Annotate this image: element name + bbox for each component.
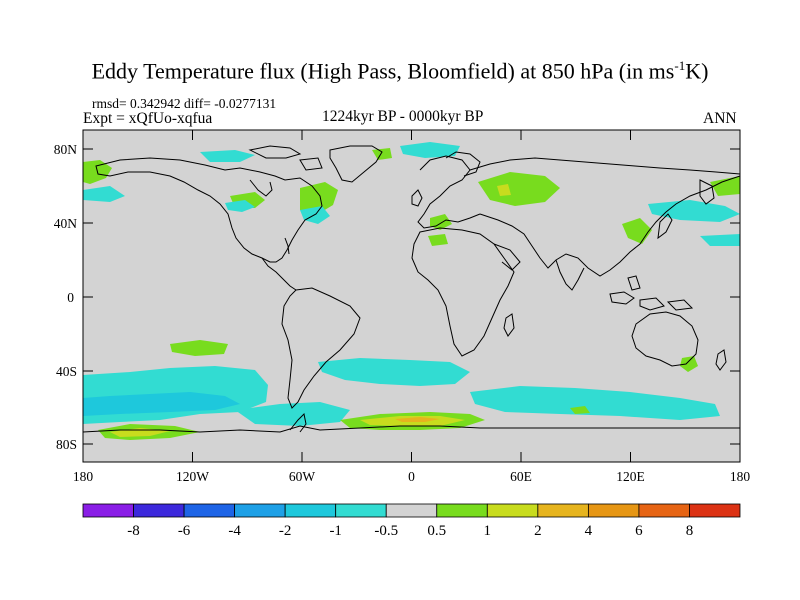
experiment-label: Expt = xQfUo-xqfua — [83, 110, 213, 127]
coast-hudson — [249, 179, 273, 197]
green-patch-indian-south — [570, 406, 590, 414]
coast-new-zealand — [715, 349, 727, 371]
colorbar-label-2: -4 — [228, 523, 241, 539]
coast-japan — [657, 213, 673, 240]
coastlines — [83, 145, 740, 433]
green-patch-north-america-east — [300, 182, 338, 214]
colorbar-box-10 — [587, 503, 640, 518]
cyan-patch-pacific-sw — [640, 400, 715, 414]
colorbar-box-2 — [183, 503, 236, 518]
blue-patch-southern-ocean — [83, 392, 240, 416]
coast-scandinavia — [445, 151, 481, 177]
season-label: ANN — [703, 110, 737, 127]
green-patch-australia-se — [680, 356, 698, 372]
green-patch-siberia — [478, 172, 560, 206]
lon-label-180w: 180 — [73, 469, 94, 484]
period-label: 1224kyr BP - 0000kyr BP — [322, 108, 484, 125]
coast-asia — [479, 175, 740, 277]
coast-europe — [417, 155, 481, 229]
cyan-patch-pacific-nw — [83, 186, 125, 202]
coast-australia — [631, 311, 699, 367]
lat-label-80n: 80N — [54, 142, 78, 157]
colorbar-box-8 — [486, 503, 539, 518]
green-patch-far-east — [710, 176, 740, 196]
cyan-patch-arctic-canada — [200, 150, 255, 162]
coast-antarctica — [83, 425, 740, 433]
colorbar-box-5 — [335, 503, 387, 518]
coast-florida — [284, 237, 290, 255]
lon-label-60e: 60E — [510, 469, 532, 484]
colorbar-box-0 — [82, 503, 134, 518]
coast-madagascar — [503, 313, 515, 337]
lon-label-120e: 120E — [616, 469, 645, 484]
coast-africa — [411, 227, 515, 357]
stats-text: rmsd= 0.342942 diff= -0.0277131 — [92, 96, 277, 111]
cyan-patch-antarctic-coast — [235, 402, 350, 426]
colorbar-label-8: 2 — [534, 523, 542, 539]
coast-central-america — [261, 257, 297, 291]
colorbar-box-7 — [436, 503, 488, 518]
colorbar-box-12 — [689, 503, 741, 518]
cyan-patch-north-pacific-west — [700, 234, 740, 246]
lat-label-80s: 80S — [56, 437, 77, 452]
longitude-axis: 180 120W 60W 0 60E 120E 180 — [73, 130, 751, 484]
lon-label-180e: 180 — [730, 469, 751, 484]
coast-antarctic-peninsula — [289, 412, 307, 433]
lon-label-0: 0 — [408, 469, 415, 484]
latitude-axis: 80N 40N 0 40S 80S — [54, 142, 740, 452]
cyan-patch-north-pacific — [225, 200, 255, 212]
coast-indonesia — [609, 275, 694, 311]
coast-arctic-islands — [248, 145, 323, 171]
colorbar-box-11 — [638, 503, 690, 518]
cyan-patch-arctic-atlantic — [400, 142, 460, 158]
coast-kamchatka — [699, 179, 715, 205]
colorbar-label-6: 0.5 — [427, 523, 446, 539]
lat-label-40n: 40N — [54, 216, 78, 231]
colorbar-label-10: 6 — [635, 523, 643, 539]
colorbar-box-3 — [234, 503, 286, 518]
green-patch-greenland — [372, 148, 392, 160]
colorbar-label-4: -1 — [329, 523, 342, 539]
coast-uk — [411, 189, 423, 207]
green-patch-south-pacific — [170, 340, 228, 356]
contour-fills — [83, 142, 740, 440]
coast-greenland — [329, 145, 383, 183]
colorbar-box-1 — [133, 503, 185, 518]
colorbar-box-6 — [385, 503, 438, 518]
colorbar-box-4 — [284, 503, 337, 518]
lon-label-120w: 120W — [176, 469, 209, 484]
colorbar: -8 -6 -4 -2 -1 -0.5 0.5 1 2 4 6 8 — [82, 503, 741, 539]
lat-label-40s: 40S — [56, 364, 77, 379]
colorbar-label-11: 8 — [686, 523, 694, 539]
colorbar-box-9 — [537, 503, 589, 518]
colorbar-label-0: -8 — [127, 523, 140, 539]
yellow-patch-siberia — [497, 184, 511, 196]
coast-india — [555, 259, 585, 291]
figure-title: Eddy Temperature flux (High Pass, Bloomf… — [91, 58, 709, 84]
lat-label-0: 0 — [67, 290, 74, 305]
colorbar-label-5: -0.5 — [374, 523, 398, 539]
colorbar-label-7: 1 — [484, 523, 492, 539]
lon-label-60w: 60W — [289, 469, 316, 484]
coast-north-america — [95, 157, 323, 263]
coast-south-america — [281, 287, 361, 409]
colorbar-label-9: 4 — [585, 523, 593, 539]
coast-arabia — [493, 243, 521, 271]
cyan-patch-south-atlantic — [318, 358, 470, 386]
green-patch-north-africa — [428, 234, 448, 246]
orange-patch-antarctic — [395, 417, 440, 422]
colorbar-label-3: -2 — [279, 523, 292, 539]
cyan-patch-east-asia — [648, 200, 740, 222]
coast-siberia-north — [469, 157, 740, 175]
colorbar-label-1: -6 — [178, 523, 191, 539]
